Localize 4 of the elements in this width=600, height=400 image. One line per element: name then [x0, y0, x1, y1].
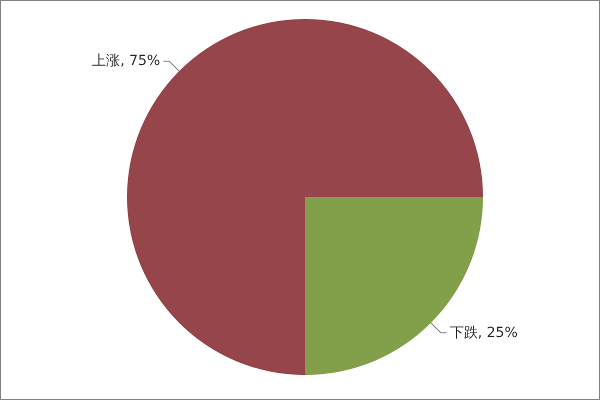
slice-label: 上涨, 75%: [92, 53, 160, 70]
pie-slice: [127, 19, 483, 375]
slice-label: 下跌, 25%: [450, 324, 518, 341]
pie-slice: [305, 197, 483, 375]
